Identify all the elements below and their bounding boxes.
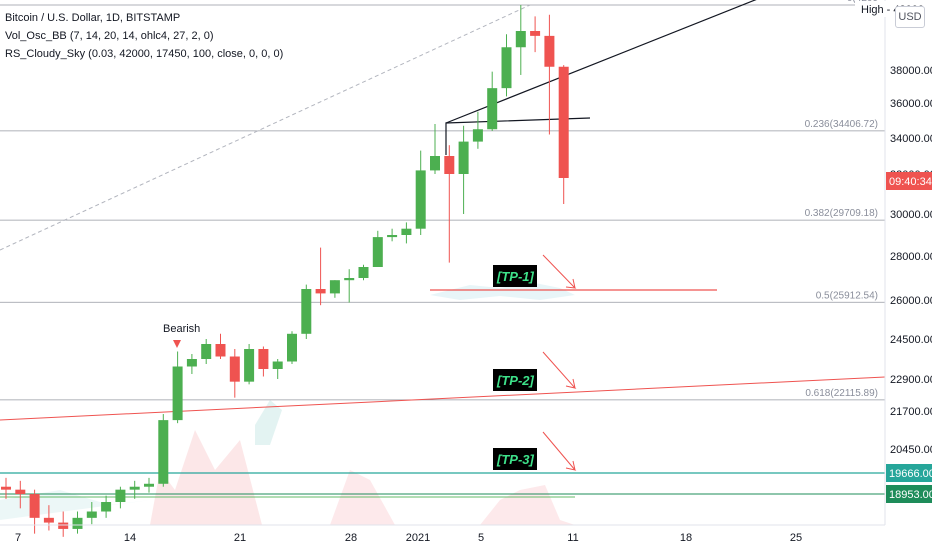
candle [186, 354, 197, 374]
time-tick-label: 2021 [406, 532, 430, 544]
fib-label: 0.618(22115.89) [805, 388, 878, 399]
bearish-triangle-icon [173, 340, 181, 348]
svg-text:18953.00: 18953.00 [889, 489, 932, 501]
tp1-marker: [TP-1] [493, 254, 577, 289]
candle [301, 284, 312, 339]
candle [329, 280, 340, 298]
price-tick-label: 20450.00 [890, 444, 932, 456]
candle [58, 511, 69, 537]
svg-text:[TP-1]: [TP-1] [496, 269, 535, 284]
candle [458, 125, 469, 214]
indicator-cloudy-sky[interactable]: RS_Cloudy_Sky (0.03, 42000, 17450, 100, … [5, 48, 284, 60]
candles [1, 5, 569, 537]
time-tick-label: 5 [478, 532, 484, 544]
black-trendline-ext [445, 0, 757, 124]
candle [515, 5, 526, 75]
dashed-trendline [0, 4, 531, 251]
candle [15, 480, 26, 509]
price-tick-label: 34000.00 [890, 133, 932, 145]
candle [29, 489, 40, 534]
cloud-indicator [0, 282, 575, 525]
price-tick-label: 21700.00 [890, 406, 932, 418]
candle [244, 344, 255, 385]
candle [487, 71, 498, 131]
time-tick-label: 7 [15, 532, 21, 544]
time-tick-label: 25 [790, 532, 802, 544]
price-tick-label: 28000.00 [890, 251, 932, 263]
candle [544, 14, 555, 135]
price-tick-label: 30000.00 [890, 209, 932, 221]
bearish-label: Bearish [163, 323, 200, 335]
svg-text:[TP-2]: [TP-2] [496, 373, 535, 388]
candle [43, 505, 54, 531]
candle [472, 111, 483, 149]
candle [372, 230, 383, 267]
candle [315, 247, 326, 306]
candle [201, 339, 212, 364]
candle [358, 264, 369, 281]
time-tick-label: 11 [567, 532, 578, 544]
candle [558, 65, 569, 204]
chart-legend: Bitcoin / U.S. Dollar, 1D, BITSTAMP Vol_… [5, 9, 283, 63]
price-tick-label: 22900.00 [890, 374, 932, 386]
candle [344, 269, 355, 303]
candle [172, 351, 183, 424]
candle [215, 333, 226, 359]
candle [72, 511, 83, 534]
price-tick-label: 36000.00 [890, 98, 932, 110]
time-tick-label: 18 [680, 532, 692, 544]
candle [387, 228, 398, 242]
candle [444, 145, 455, 263]
fibonacci-levels: 0(42000.236(34406.72)0.382(29709.18)0.5(… [0, 0, 885, 401]
price-tags: 19666.00 18953.00 [886, 464, 932, 503]
price-tick-label: 26000.00 [890, 295, 932, 307]
candle [101, 495, 112, 518]
time-tick-label: 28 [345, 532, 357, 544]
price-axis[interactable]: 38000.0036000.0034000.0032000.0030000.00… [890, 65, 932, 456]
time-tick-label: 21 [234, 532, 246, 544]
fib-label: 0.382(29709.18) [805, 208, 878, 219]
symbol-title[interactable]: Bitcoin / U.S. Dollar, 1D, BITSTAMP [5, 12, 181, 24]
current-price-tag: 09:40:34 [886, 172, 932, 190]
candle [258, 346, 269, 377]
svg-text:[TP-3]: [TP-3] [496, 452, 535, 467]
indicator-vol-osc[interactable]: Vol_Osc_BB (7, 14, 20, 14, ohlc4, 27, 2,… [5, 30, 214, 42]
candle [1, 477, 11, 499]
candle [501, 34, 512, 97]
price-tag: 19666.00 [886, 464, 932, 482]
candle [144, 477, 154, 493]
candle [287, 331, 297, 364]
svg-text:09:40:34: 09:40:34 [889, 176, 932, 188]
candle [129, 480, 140, 499]
time-axis[interactable]: 7 14 21 28 2021 5 11 18 25 [15, 532, 802, 544]
candle [272, 359, 283, 379]
candle [115, 486, 126, 509]
time-tick-label: 14 [124, 532, 136, 544]
black-trendline [445, 117, 591, 155]
svg-text:19666.00: 19666.00 [889, 468, 932, 480]
candle [86, 502, 97, 525]
fib-label: 0.236(34406.72) [805, 119, 878, 130]
red-trendline [0, 376, 886, 421]
tp2-marker: [TP-2] [493, 351, 577, 391]
candle [229, 349, 240, 398]
price-tag: 18953.00 [886, 485, 932, 503]
candle [530, 16, 541, 53]
tp3-marker: [TP-3] [493, 431, 577, 471]
candle [401, 222, 412, 244]
fib-label: 0.5(25912.54) [816, 290, 878, 301]
candle [158, 414, 169, 487]
candle [430, 124, 440, 174]
currency-button[interactable]: USD [895, 6, 925, 28]
candle [415, 150, 426, 235]
price-tick-label: 38000.00 [890, 65, 932, 77]
price-tick-label: 24500.00 [890, 334, 932, 346]
